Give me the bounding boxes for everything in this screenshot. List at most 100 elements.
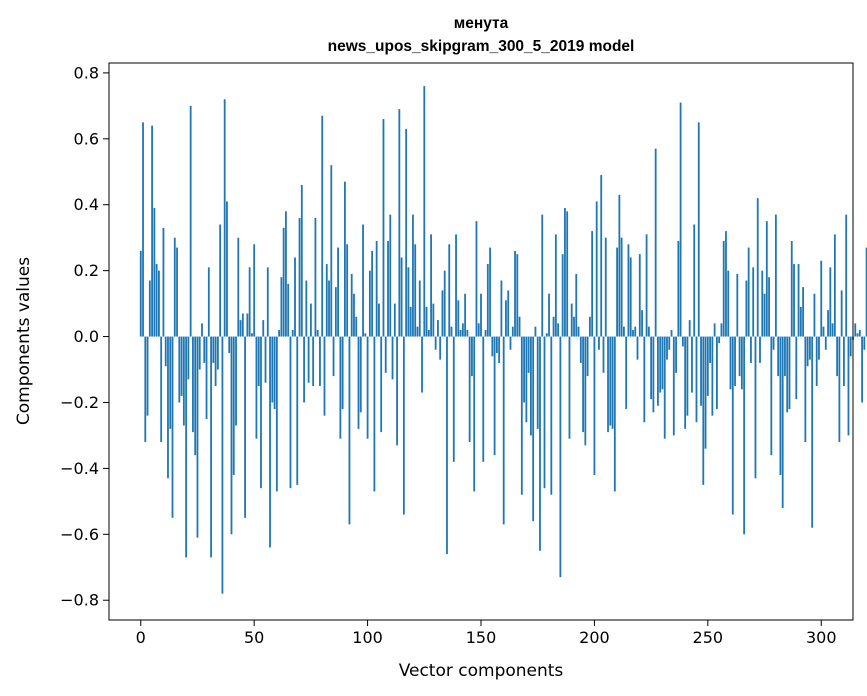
bar: [350, 273, 353, 337]
bar: [275, 336, 278, 492]
bar: [604, 237, 607, 337]
bar: [623, 326, 625, 337]
bar: [652, 336, 655, 413]
bar: [663, 336, 666, 439]
bar: [693, 224, 696, 337]
bar: [232, 336, 235, 475]
bar: [423, 86, 426, 337]
bar: [434, 336, 437, 350]
bar: [339, 336, 342, 439]
bar: [774, 214, 777, 337]
bar: [636, 336, 639, 360]
bar: [450, 326, 453, 337]
bar: [362, 224, 364, 337]
bar: [684, 336, 687, 429]
bar: [697, 122, 700, 337]
bar: [752, 267, 755, 337]
bar: [167, 336, 169, 479]
bar: [849, 336, 852, 357]
bar: [763, 293, 766, 337]
bar: [675, 336, 677, 373]
bar: [706, 336, 709, 396]
bar: [480, 293, 482, 337]
bar: [831, 323, 834, 337]
x-tick-label: 200: [579, 628, 610, 647]
bar: [856, 333, 859, 337]
bar: [545, 333, 548, 337]
bar: [788, 336, 791, 410]
bar: [609, 336, 612, 426]
bar: [557, 323, 560, 337]
bar: [865, 247, 867, 337]
bar: [437, 320, 439, 337]
bar: [634, 326, 637, 337]
bar: [700, 336, 702, 406]
bar: [139, 250, 142, 337]
bar: [187, 336, 190, 380]
bar: [461, 323, 464, 337]
chart-title-line-1: менута: [454, 15, 509, 32]
bar: [750, 336, 752, 363]
bar: [525, 336, 528, 423]
bar: [713, 323, 716, 337]
bar: [790, 240, 793, 337]
x-axis-label: Vector components: [399, 661, 564, 681]
bar: [396, 336, 398, 446]
x-tick-label: 150: [466, 628, 497, 647]
bar: [466, 329, 469, 337]
bar: [795, 336, 798, 400]
bar: [212, 336, 215, 363]
bar: [230, 336, 233, 535]
bar: [489, 247, 491, 337]
y-tick-label: 0.2: [74, 261, 99, 280]
bar: [300, 184, 303, 337]
bar: [502, 336, 505, 525]
bar: [718, 336, 721, 344]
bar: [768, 277, 770, 337]
bar: [505, 300, 507, 337]
bar: [171, 336, 174, 518]
bar: [729, 336, 732, 390]
bar: [328, 280, 330, 337]
bar: [178, 336, 181, 403]
bar: [536, 336, 539, 429]
bar: [573, 316, 575, 337]
bar: [305, 280, 308, 337]
bar: [375, 240, 378, 337]
bar: [384, 336, 387, 373]
bar: [600, 175, 603, 337]
bar: [650, 336, 653, 400]
bar: [443, 270, 446, 337]
bar: [355, 316, 358, 337]
bar: [346, 244, 349, 337]
bar: [269, 336, 271, 548]
bar: [455, 234, 457, 337]
bar: [334, 287, 337, 337]
bar: [815, 336, 818, 386]
bar: [180, 336, 183, 396]
bar: [341, 336, 344, 410]
bar: [151, 125, 153, 337]
bar: [772, 336, 775, 350]
bar: [430, 234, 432, 337]
bar: [711, 336, 714, 416]
bar: [854, 323, 857, 337]
bar: [196, 336, 199, 538]
bar: [802, 287, 804, 337]
bar: [561, 254, 564, 337]
bar: [325, 264, 328, 337]
bar: [661, 336, 664, 390]
bar: [153, 208, 156, 337]
bar: [378, 303, 380, 337]
bar: [858, 329, 861, 337]
bar: [278, 329, 281, 337]
bar: [643, 336, 646, 423]
bar: [323, 336, 326, 416]
bar: [518, 316, 521, 337]
bar: [389, 214, 392, 337]
bar: [219, 224, 222, 337]
x-tick-label: 100: [352, 628, 383, 647]
bar: [654, 148, 657, 337]
bar: [829, 267, 832, 337]
